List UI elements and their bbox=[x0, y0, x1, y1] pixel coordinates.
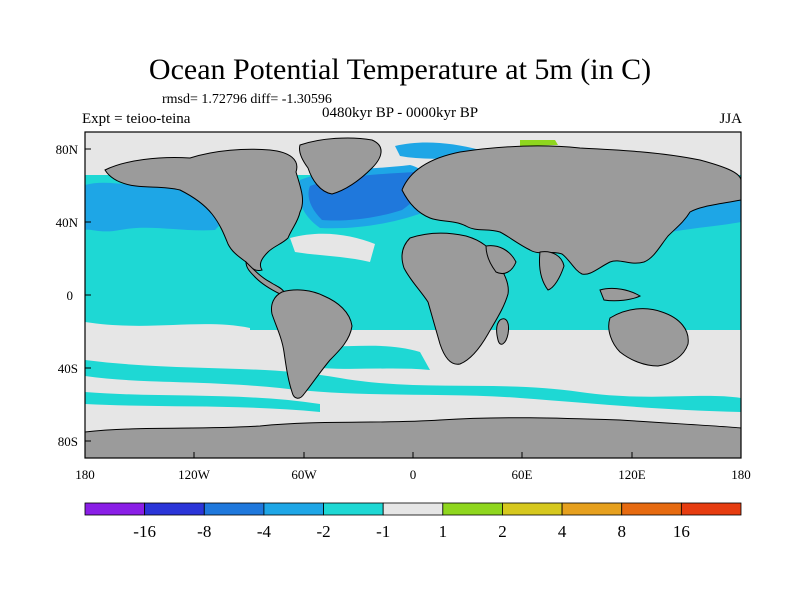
colorbar-label: -4 bbox=[257, 522, 272, 541]
experiment-label: Expt = teioo-teina bbox=[82, 111, 191, 127]
antarctica bbox=[85, 417, 741, 458]
y-tick-label: 40S bbox=[58, 361, 78, 376]
colorbar-labels: -16 -8 -4 -2 -1 1 2 4 8 16 bbox=[133, 522, 690, 541]
colorbar-swatch bbox=[680, 502, 742, 516]
x-tick-label: 120W bbox=[178, 467, 211, 482]
gulf-neutral bbox=[290, 233, 375, 262]
y-axis bbox=[85, 148, 91, 442]
colorbar-swatch bbox=[263, 502, 324, 516]
colorbar-label: -8 bbox=[197, 522, 211, 541]
season-label: JJA bbox=[719, 111, 742, 127]
x-tick-label: 120E bbox=[618, 467, 646, 482]
y-tick-label: 80S bbox=[58, 434, 78, 449]
colorbar-label: -2 bbox=[316, 522, 330, 541]
colorbar-swatch bbox=[84, 502, 146, 516]
colorbar-swatch bbox=[144, 502, 205, 516]
colorbar bbox=[84, 502, 742, 516]
se-asia-islands bbox=[599, 287, 642, 302]
africa bbox=[401, 232, 509, 365]
colorbar-swatch bbox=[203, 502, 265, 516]
north-america bbox=[104, 148, 303, 271]
colorbar-swatch bbox=[621, 502, 682, 516]
colorbar-label: 8 bbox=[617, 522, 626, 541]
south-america bbox=[271, 289, 353, 399]
x-tick-label: 60E bbox=[512, 467, 533, 482]
greenland bbox=[299, 137, 382, 195]
colorbar-swatch bbox=[561, 502, 623, 516]
indian-cyan bbox=[470, 299, 640, 331]
map-field bbox=[85, 132, 741, 458]
y-tick-label: 80N bbox=[56, 142, 79, 157]
x-tick-label: 0 bbox=[410, 467, 417, 482]
colorbar-label: -16 bbox=[133, 522, 156, 541]
arctic-green bbox=[520, 140, 558, 146]
colorbar-label: 16 bbox=[673, 522, 690, 541]
colorbar-swatch bbox=[382, 502, 444, 516]
colorbar-label: 4 bbox=[558, 522, 567, 541]
southern-cyan-stripes bbox=[85, 360, 741, 412]
period-label: 0480kyr BP - 0000kyr BP bbox=[322, 105, 479, 121]
colorbar-swatch bbox=[502, 502, 563, 516]
india bbox=[539, 251, 565, 291]
land bbox=[85, 137, 741, 458]
x-tick-labels: 180 120W 60W 0 60E 120E 180 bbox=[75, 467, 751, 482]
x-tick-label: 180 bbox=[75, 467, 95, 482]
x-tick-label: 180 bbox=[731, 467, 751, 482]
colorbar-label: -1 bbox=[376, 522, 390, 541]
colorbar-label: 1 bbox=[439, 522, 448, 541]
y-tick-label: 0 bbox=[67, 288, 74, 303]
colorbar-swatch bbox=[442, 502, 503, 516]
y-tick-label: 40N bbox=[56, 215, 79, 230]
australia bbox=[608, 308, 689, 367]
colorbar-swatch bbox=[323, 502, 384, 516]
arabia bbox=[485, 245, 517, 275]
southern-cyan-stripes-2 bbox=[85, 392, 320, 412]
y-tick-labels: 80N 40N 0 40S 80S bbox=[56, 142, 79, 449]
pacific-south-neutral bbox=[85, 322, 250, 361]
madagascar bbox=[496, 318, 509, 345]
map-title: Ocean Potential Temperature at 5m (in C) bbox=[148, 53, 652, 86]
colorbar-label: 2 bbox=[498, 522, 507, 541]
x-tick-label: 60W bbox=[291, 467, 317, 482]
stats-label: rmsd= 1.72796 diff= -1.30596 bbox=[162, 92, 332, 107]
x-axis bbox=[84, 452, 742, 458]
eurasia bbox=[401, 145, 741, 275]
